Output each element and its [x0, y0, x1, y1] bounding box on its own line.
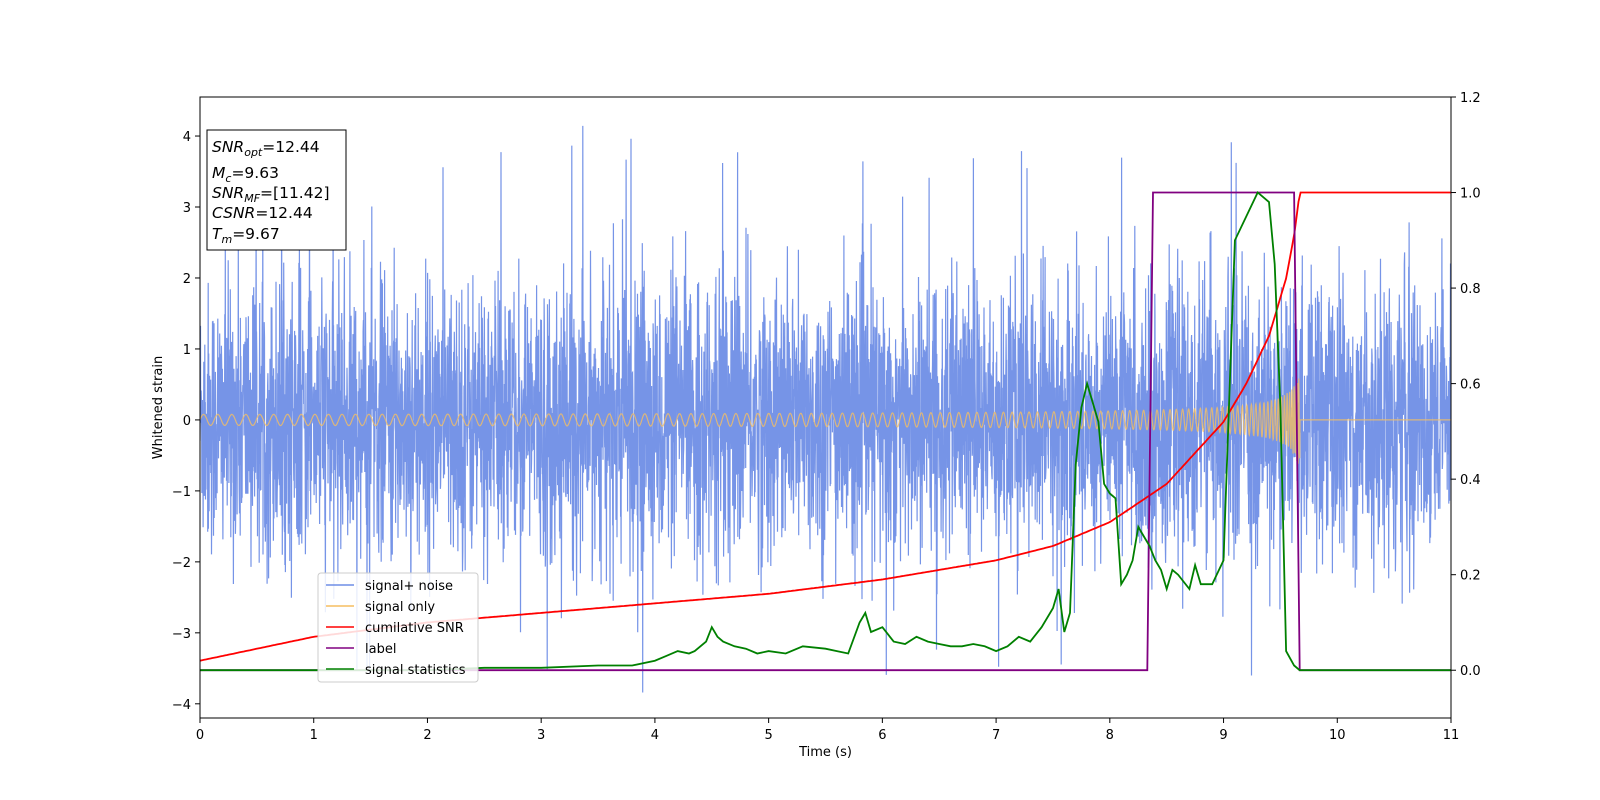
x-tick-label: 0 — [196, 728, 204, 743]
y-left-tick-label: 2 — [183, 272, 191, 287]
info-csnr: CSNR=12.44 — [212, 204, 313, 222]
plot-frame — [199, 96, 1452, 719]
info-snr-opt: SNRopt=12.44 — [212, 138, 320, 159]
series-signal-noise-line — [200, 125, 1451, 693]
x-tick-label: 9 — [1219, 728, 1227, 743]
y-right-tick-label: 1.0 — [1460, 187, 1481, 202]
x-tick-label: 5 — [764, 728, 772, 743]
legend-label-signal-only: signal only — [365, 600, 435, 615]
y-axis-right: 0.0 0.2 0.4 0.6 0.8 1.0 1.2 — [1451, 91, 1481, 679]
x-tick-label: 6 — [878, 728, 886, 743]
x-tick-label: 7 — [992, 728, 1000, 743]
info-merger-time: Tm=9.67 — [212, 225, 280, 246]
x-tick-label: 8 — [1106, 728, 1114, 743]
x-tick-label: 2 — [423, 728, 431, 743]
y-axis-left: −4 −3 −2 −1 0 1 2 3 4 — [172, 130, 200, 713]
x-tick-label: 11 — [1443, 728, 1460, 743]
legend: signal+ noise signal only cumilative SNR… — [317, 572, 479, 683]
x-tick-label: 4 — [651, 728, 659, 743]
legend-label-label: label — [365, 642, 396, 657]
y-left-tick-label: −2 — [172, 556, 191, 571]
y-axis-label: Whitened strain — [151, 356, 166, 459]
info-chirp-mass: Mc=9.63 — [212, 164, 279, 185]
y-left-tick-label: 3 — [183, 201, 191, 216]
legend-label-cumulative-snr: cumilative SNR — [365, 621, 464, 636]
x-tick-label: 3 — [537, 728, 545, 743]
y-left-tick-label: 1 — [183, 343, 191, 358]
y-left-tick-label: −1 — [172, 485, 191, 500]
y-right-tick-label: 0.4 — [1460, 473, 1481, 488]
y-right-tick-label: 0.6 — [1460, 378, 1481, 393]
series-signal-statistics-line — [200, 191, 1451, 672]
x-tick-label: 10 — [1329, 728, 1346, 743]
info-snr-mf: SNRMF=[11.42] — [212, 184, 330, 205]
info-box: SNRopt=12.44 Mc=9.63 SNRMF=[11.42] CSNR=… — [206, 129, 347, 251]
y-left-tick-label: −4 — [172, 698, 191, 713]
y-right-tick-label: 0.0 — [1460, 664, 1481, 679]
y-right-tick-label: 0.2 — [1460, 569, 1481, 584]
x-axis-label: Time (s) — [798, 745, 852, 760]
y-right-tick-label: 1.2 — [1460, 91, 1481, 106]
series-signal-only-line — [200, 378, 1451, 464]
y-left-tick-label: 0 — [183, 414, 191, 429]
legend-label-signal-statistics: signal statistics — [365, 663, 466, 678]
y-right-tick-label: 0.8 — [1460, 282, 1481, 297]
legend-label-signal-noise: signal+ noise — [365, 579, 453, 594]
y-left-tick-label: −3 — [172, 627, 191, 642]
y-left-tick-label: 4 — [183, 130, 191, 145]
x-axis: 0 1 2 3 4 5 6 7 8 9 10 11 — [196, 718, 1459, 743]
x-tick-label: 1 — [310, 728, 318, 743]
